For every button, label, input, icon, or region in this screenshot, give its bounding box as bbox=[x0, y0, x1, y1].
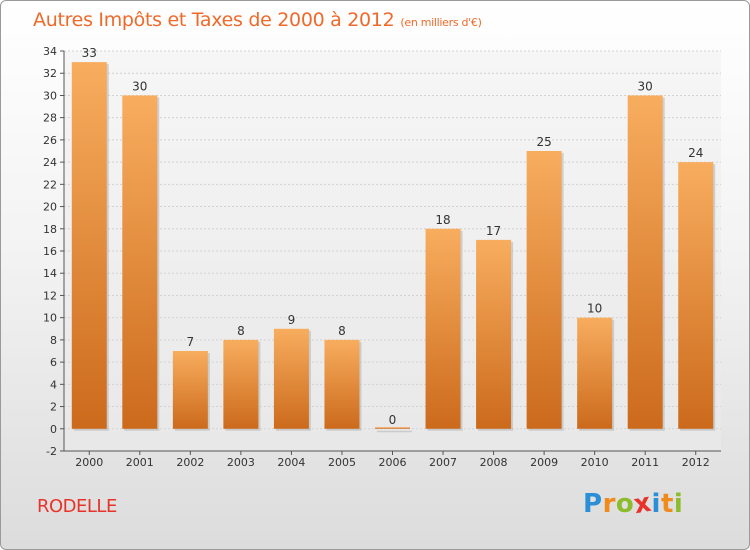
x-tick-label: 2001 bbox=[126, 456, 154, 469]
bar bbox=[627, 95, 663, 429]
bar-value-label: 9 bbox=[288, 313, 296, 327]
bar-value-label: 30 bbox=[132, 79, 147, 93]
x-axis: 2000 2001 2002 2003 2004 2005 2006 2007 2008 2009… bbox=[75, 451, 710, 469]
logo-letter: o bbox=[615, 489, 635, 519]
logo-letter: t bbox=[660, 489, 674, 519]
value-labels: 33 30 7 8 9 8 0 18 17 25 10 30 24 bbox=[82, 46, 704, 427]
bar bbox=[122, 95, 158, 429]
x-tick-label: 2010 bbox=[581, 456, 609, 469]
y-tick-label: 8 bbox=[50, 334, 57, 347]
logo-letter: i bbox=[673, 489, 684, 519]
y-tick-label: 20 bbox=[43, 201, 57, 214]
logo-letter: P bbox=[583, 489, 603, 519]
y-tick-label: 10 bbox=[43, 312, 57, 325]
y-tick-label: 12 bbox=[43, 289, 57, 302]
y-tick-label: 18 bbox=[43, 223, 57, 236]
bar bbox=[476, 239, 512, 429]
y-tick-label: 30 bbox=[43, 89, 57, 102]
logo-letter: i bbox=[651, 489, 661, 519]
bar bbox=[273, 328, 309, 429]
y-tick-label: 16 bbox=[43, 245, 57, 258]
bar-value-label: 25 bbox=[536, 135, 551, 149]
title-text: Autres Impôts et Taxes de 2000 à 2012 bbox=[33, 9, 395, 31]
chart-subtitle: (en milliers d'€) bbox=[400, 16, 482, 29]
y-tick-label: 22 bbox=[43, 178, 57, 191]
bar bbox=[223, 339, 259, 429]
bar bbox=[425, 228, 461, 429]
bar-value-label: 10 bbox=[587, 302, 602, 316]
bar bbox=[172, 351, 208, 429]
chart-title: Autres Impôts et Taxes de 2000 à 2012 (en… bbox=[33, 9, 482, 31]
x-tick-label: 2006 bbox=[379, 456, 407, 469]
bar bbox=[526, 151, 562, 429]
bar-value-label: 30 bbox=[638, 79, 653, 93]
y-tick-label: 26 bbox=[43, 134, 57, 147]
logo-letter: r bbox=[602, 489, 616, 519]
bar bbox=[678, 162, 714, 429]
y-tick-label: 0 bbox=[50, 423, 57, 436]
x-tick-label: 2007 bbox=[429, 456, 457, 469]
y-tick-label: -2 bbox=[46, 445, 57, 458]
x-tick-label: 2003 bbox=[227, 456, 255, 469]
y-tick-label: 6 bbox=[50, 356, 57, 369]
proxiti-logo[interactable]: Proxiti bbox=[583, 488, 684, 521]
x-tick-label: 2011 bbox=[631, 456, 659, 469]
y-tick-label: 34 bbox=[43, 45, 57, 58]
bar-value-label: 0 bbox=[389, 413, 397, 427]
bar-value-label: 8 bbox=[338, 324, 346, 338]
x-tick-label: 2008 bbox=[480, 456, 508, 469]
x-tick-label: 2012 bbox=[682, 456, 710, 469]
bar-value-label: 24 bbox=[688, 146, 703, 160]
commune-name: RODELLE bbox=[37, 496, 117, 517]
y-tick-label: 4 bbox=[50, 378, 57, 391]
bar bbox=[375, 427, 410, 429]
bar-value-label: 8 bbox=[237, 324, 245, 338]
y-tick-label: 24 bbox=[43, 156, 57, 169]
y-tick-label: 14 bbox=[43, 267, 57, 280]
x-tick-label: 2009 bbox=[530, 456, 558, 469]
bar-value-label: 7 bbox=[187, 335, 195, 349]
bar-value-label: 18 bbox=[435, 213, 450, 227]
x-tick-label: 2000 bbox=[75, 456, 103, 469]
bar bbox=[577, 317, 613, 429]
bar-value-label: 33 bbox=[82, 46, 97, 60]
y-tick-label: 2 bbox=[50, 401, 57, 414]
bar-shadow bbox=[377, 430, 412, 433]
bars bbox=[71, 62, 716, 433]
bar bbox=[324, 339, 360, 429]
x-tick-label: 2004 bbox=[277, 456, 305, 469]
grid-lines bbox=[64, 50, 721, 452]
bar bbox=[71, 62, 107, 429]
x-tick-label: 2005 bbox=[328, 456, 356, 469]
y-tick-label: 28 bbox=[43, 112, 57, 125]
bar-value-label: 17 bbox=[486, 224, 501, 238]
x-tick-label: 2002 bbox=[176, 456, 204, 469]
y-tick-label: 32 bbox=[43, 67, 57, 80]
